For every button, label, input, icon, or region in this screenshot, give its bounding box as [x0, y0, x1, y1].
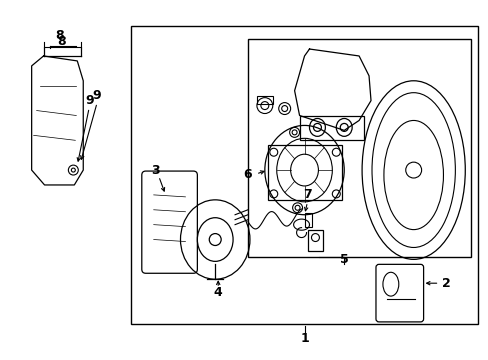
Text: 8: 8 — [57, 35, 65, 48]
Text: 9: 9 — [85, 94, 93, 107]
Text: 2: 2 — [441, 277, 450, 290]
Text: 6: 6 — [243, 167, 252, 181]
Bar — [267, 145, 342, 200]
Bar — [131, 26, 477, 324]
Text: 5: 5 — [339, 253, 348, 266]
Bar — [307, 230, 323, 251]
Text: 1: 1 — [300, 332, 308, 345]
Text: 4: 4 — [213, 285, 222, 299]
Text: 7: 7 — [303, 188, 311, 201]
Bar — [299, 116, 364, 140]
Text: 9: 9 — [93, 89, 101, 102]
Text: 3: 3 — [151, 163, 160, 176]
Text: 8: 8 — [55, 29, 63, 42]
Bar — [304, 213, 312, 227]
Bar — [247, 39, 470, 257]
Bar — [256, 96, 272, 104]
